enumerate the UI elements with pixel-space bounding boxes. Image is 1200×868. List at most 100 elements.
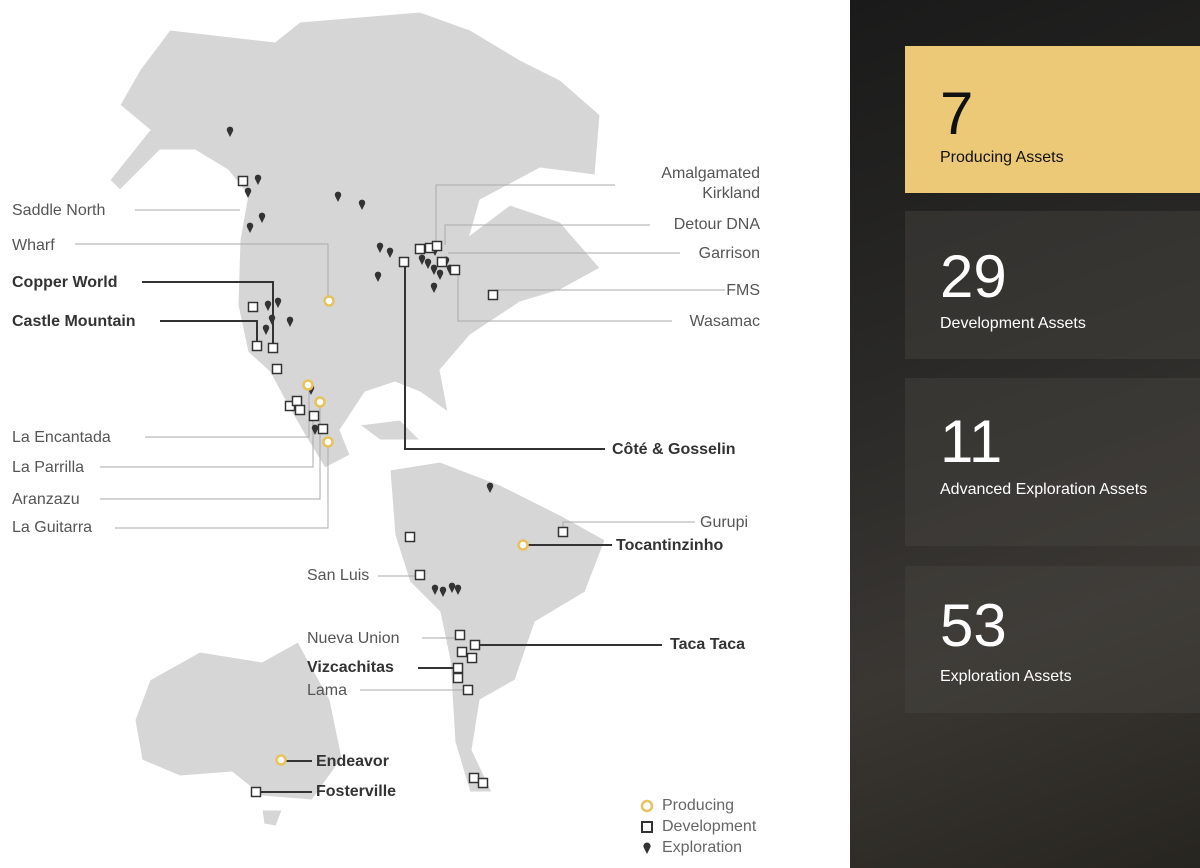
asset-label-castle-mountain: Castle Mountain (12, 313, 136, 330)
development-marker (468, 772, 480, 784)
producing-marker (302, 379, 314, 391)
leader-line (404, 262, 605, 450)
development-marker (477, 777, 489, 789)
asset-label-copper-world: Copper World (12, 274, 118, 291)
exploration-marker (286, 316, 294, 327)
circle-icon (640, 799, 654, 813)
development-marker (317, 423, 329, 435)
exploration-marker (258, 212, 266, 223)
asset-label-garrison: Garrison (698, 245, 760, 262)
caribbean (358, 419, 422, 441)
stat-card-exploration: 53 Exploration Assets (905, 566, 1200, 713)
development-marker (250, 786, 262, 798)
development-marker (294, 404, 306, 416)
south-america (389, 461, 606, 793)
stat-value: 7 (940, 80, 974, 147)
asset-label-la-guitarra: La Guitarra (12, 519, 93, 536)
leader-line (444, 224, 650, 245)
north-america (109, 11, 601, 469)
development-marker (452, 662, 464, 674)
asset-label-fms: FMS (726, 282, 760, 299)
development-marker (557, 526, 569, 538)
exploration-marker (448, 582, 456, 593)
exploration-marker (311, 424, 319, 435)
asset-label-la-parrilla: La Parrilla (12, 459, 85, 476)
development-marker (237, 175, 249, 187)
exploration-marker (254, 174, 262, 185)
pin-icon (640, 841, 654, 855)
exploration-marker (418, 254, 426, 265)
legend-producing: Producing (640, 795, 756, 816)
exploration-marker (374, 271, 382, 282)
leader-line (457, 270, 672, 322)
asset-label-taca-taca: Taca Taca (670, 636, 746, 653)
legend-development: Development (640, 816, 756, 837)
stat-label: Advanced Exploration Assets (940, 481, 1148, 498)
development-marker (398, 256, 410, 268)
development-marker (414, 569, 426, 581)
development-marker (469, 639, 481, 651)
asset-label-gurupi: Gurupi (700, 514, 749, 531)
asset-label-amalgamated-kirkland: Amalgamated Kirkland (661, 165, 760, 202)
exploration-marker (334, 191, 342, 202)
legend: Producing Development Exploration (640, 795, 756, 858)
leader-line (100, 404, 321, 500)
stat-label: Exploration Assets (940, 668, 1072, 685)
leader-line (115, 444, 329, 529)
development-marker (414, 243, 426, 255)
asset-map (75, 11, 725, 827)
land (109, 11, 606, 827)
asset-label-endeavor: Endeavor (316, 753, 389, 770)
development-marker (452, 672, 464, 684)
stat-card-development: 29 Development Assets (905, 211, 1200, 359)
producing-marker (323, 295, 335, 307)
exploration-marker (274, 297, 282, 308)
development-marker (431, 240, 443, 252)
leader-line (435, 184, 615, 245)
exploration-marker (246, 222, 254, 233)
development-marker (456, 646, 468, 658)
asset-label-wharf: Wharf (12, 237, 55, 254)
square-icon (640, 820, 654, 834)
asset-label-san-luis: San Luis (307, 567, 370, 584)
development-marker (436, 256, 448, 268)
producing-marker (517, 539, 529, 551)
stat-label: Producing Assets (940, 149, 1064, 166)
producing-marker (314, 396, 326, 408)
development-marker (462, 684, 474, 696)
exploration-marker (268, 314, 276, 325)
asset-label-tocantinzinho: Tocantinzinho (616, 537, 724, 554)
exploration-marker (386, 247, 394, 258)
development-marker (251, 340, 263, 352)
leader-line (160, 320, 258, 345)
exploration-marker (262, 324, 270, 335)
leader-line (100, 420, 314, 468)
stat-value: 11 (940, 408, 1003, 475)
leader-line (75, 243, 329, 298)
development-marker (267, 342, 279, 354)
exploration-marker (226, 126, 234, 137)
exploration-marker (358, 199, 366, 210)
asset-label-vizcachitas: Vizcachitas (307, 659, 394, 676)
leader-line (145, 388, 310, 438)
development-marker (308, 410, 320, 422)
producing-marker (322, 436, 334, 448)
development-marker (247, 301, 259, 313)
producing-marker (275, 754, 287, 766)
exploration-marker (486, 482, 494, 493)
stat-card-producing: 7 Producing Assets (905, 46, 1200, 193)
asset-label-nueva-union: Nueva Union (307, 630, 400, 647)
asset-label-lama: Lama (307, 682, 348, 699)
asset-label-wasamac: Wasamac (689, 313, 760, 330)
asset-label-fosterville: Fosterville (316, 783, 397, 800)
development-marker (449, 264, 461, 276)
stat-card-advanced-exploration: 11 Advanced Exploration Assets (905, 378, 1200, 546)
legend-exploration: Exploration (640, 837, 756, 858)
stat-value: 29 (940, 243, 1007, 310)
exploration-marker (430, 282, 438, 293)
stat-value: 53 (940, 592, 1007, 659)
development-marker (291, 395, 303, 407)
exploration-marker (264, 300, 272, 311)
asset-label-cote-gosselin: Côté & Gosselin (612, 441, 736, 458)
exploration-marker (454, 584, 462, 595)
